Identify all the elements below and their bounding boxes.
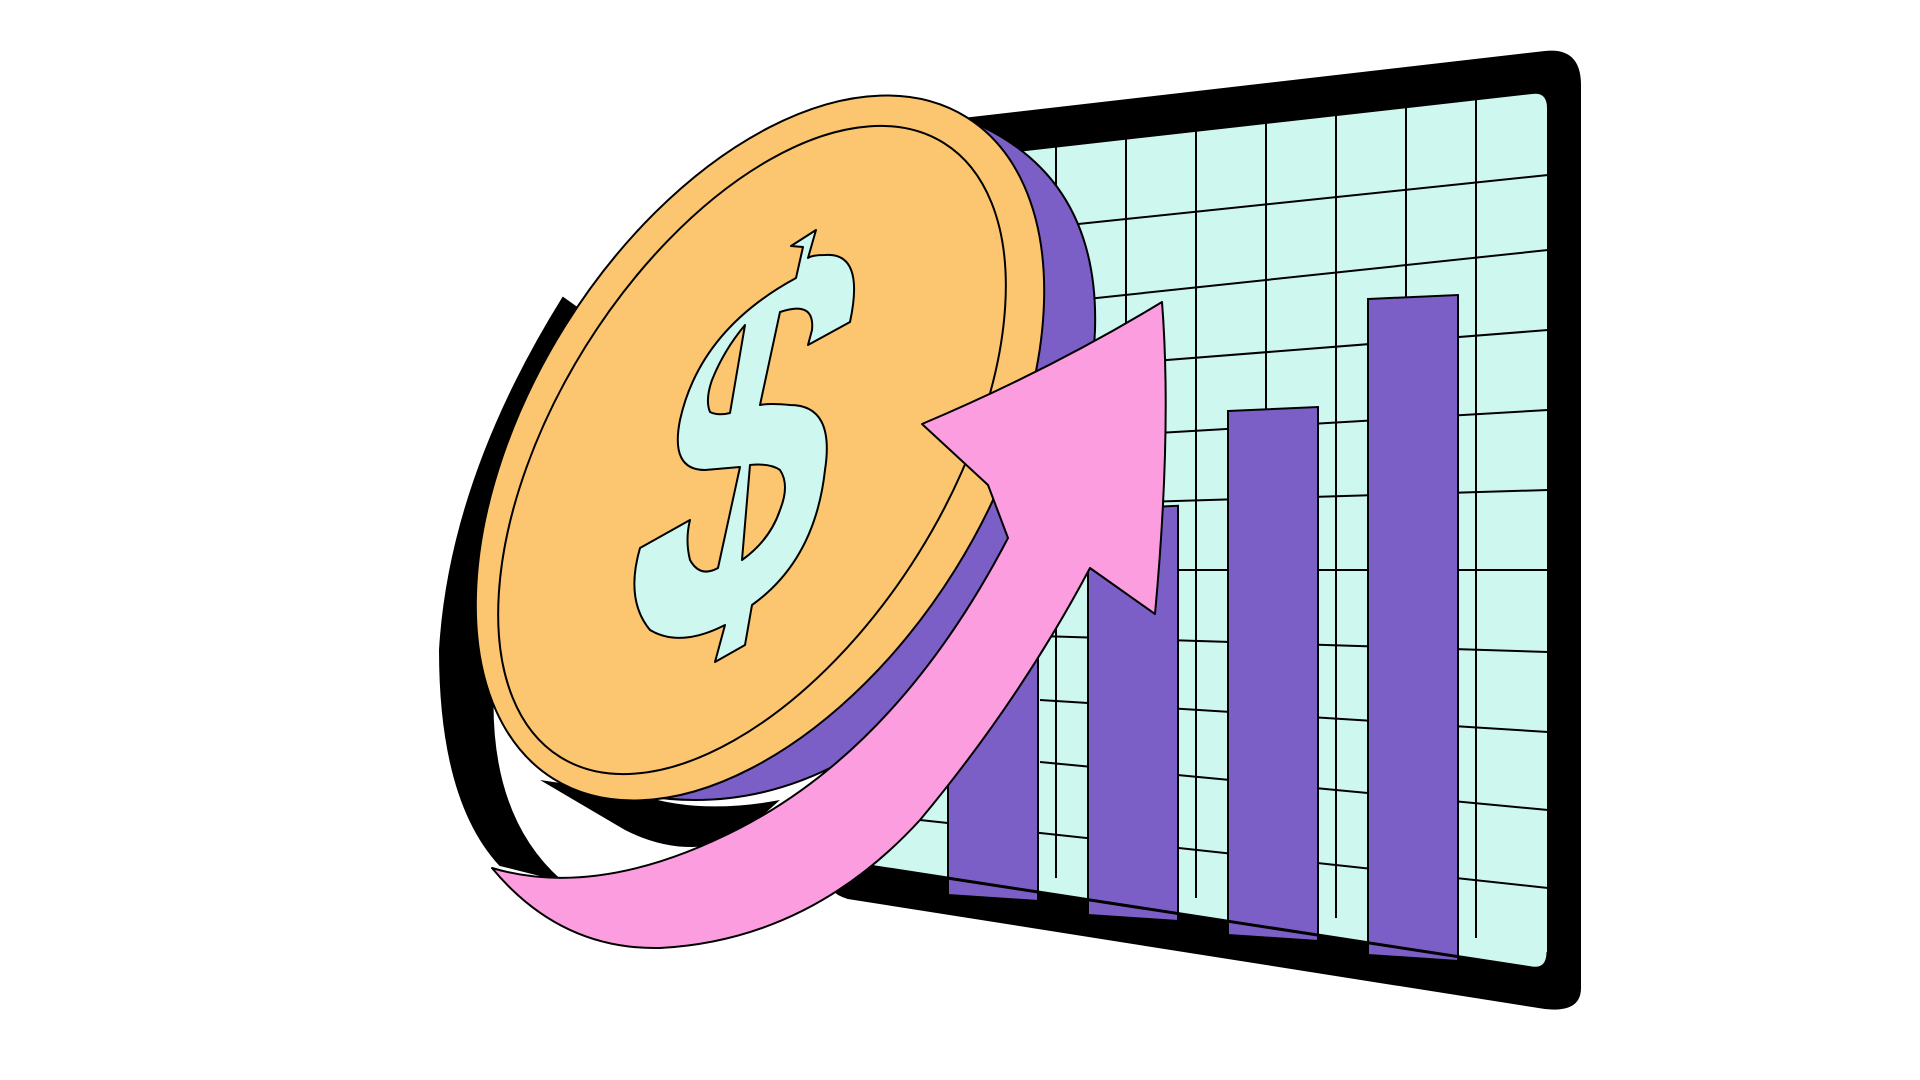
dollar-sign-icon	[633, 229, 856, 663]
board-bottom-edge	[829, 858, 1550, 970]
coin-inner-rim	[497, 124, 1007, 776]
chart-bar	[1367, 293, 1459, 963]
growth-arrow-icon	[491, 301, 1167, 950]
chart-bar	[1227, 405, 1319, 943]
